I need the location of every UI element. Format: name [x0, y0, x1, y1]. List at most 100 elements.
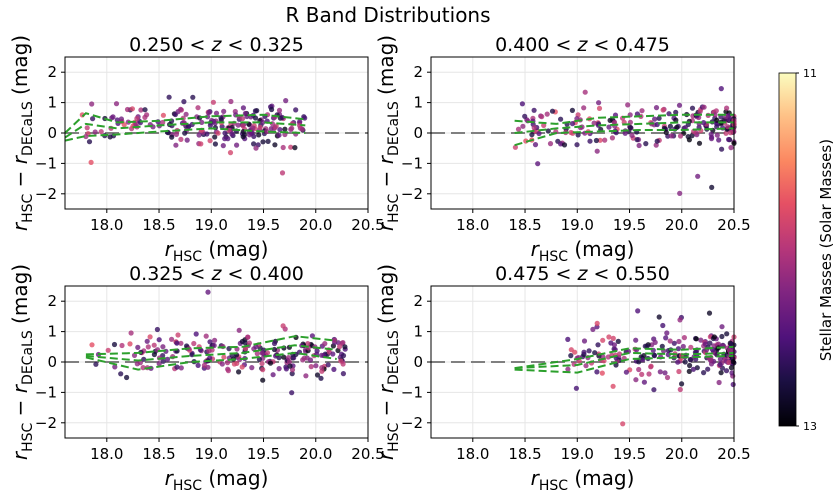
data-point [724, 105, 730, 111]
data-point [235, 122, 241, 128]
data-point [654, 138, 660, 144]
data-point [716, 379, 722, 386]
subplot-title: 0.475 < z < 0.550 [495, 263, 670, 285]
data-point [727, 130, 734, 136]
data-point [648, 363, 654, 369]
data-point [565, 336, 571, 342]
y-tick-label: −1 [35, 383, 57, 401]
data-point [558, 116, 564, 122]
data-point [714, 132, 720, 138]
data-point [656, 115, 662, 121]
data-point [250, 125, 256, 131]
data-point [331, 366, 337, 372]
data-point [330, 351, 336, 357]
data-point [88, 159, 94, 165]
colorbar: 11 13 Stellar Masses (Solar Masses) [778, 67, 835, 433]
data-point [673, 109, 679, 115]
data-point [519, 101, 526, 107]
data-point [717, 356, 724, 362]
data-point [675, 346, 682, 352]
data-point [279, 170, 286, 176]
data-point [276, 107, 283, 113]
data-point [568, 353, 574, 359]
data-point [686, 137, 693, 143]
data-point [675, 359, 681, 365]
data-point [547, 141, 554, 147]
data-point [184, 137, 190, 143]
data-point [512, 144, 519, 150]
data-point [719, 333, 725, 340]
data-point [128, 330, 134, 336]
data-point [708, 136, 715, 142]
data-point [529, 132, 535, 138]
data-point [92, 129, 98, 135]
data-point [701, 120, 707, 126]
data-point [222, 130, 228, 136]
data-point [573, 385, 580, 391]
data-point [252, 108, 258, 114]
y-tick-label: 0 [47, 124, 57, 142]
data-point [191, 340, 197, 347]
data-point [282, 126, 288, 132]
data-point [671, 340, 677, 346]
x-tick-label: 18.5 [508, 445, 541, 463]
data-point [332, 337, 338, 343]
subplot-title: 0.325 < z < 0.400 [129, 263, 304, 285]
data-point [707, 340, 713, 346]
data-point [664, 374, 671, 381]
data-point [340, 353, 347, 359]
data-point [297, 119, 303, 125]
data-point [213, 110, 220, 116]
data-point [299, 126, 305, 132]
data-point [634, 111, 641, 117]
data-point [606, 334, 612, 340]
data-point [173, 142, 179, 148]
y-tick-label: −1 [401, 383, 423, 401]
subplot-title: 0.400 < z < 0.475 [495, 34, 670, 56]
data-point [118, 371, 124, 377]
data-point [121, 122, 127, 128]
data-point [608, 340, 614, 346]
data-point [289, 367, 296, 373]
data-point [641, 379, 648, 385]
data-point [652, 116, 658, 122]
data-point [627, 125, 634, 131]
y-tick-label: 2 [413, 292, 423, 310]
data-point [651, 387, 657, 393]
data-point [322, 341, 328, 347]
y-tick-label: −2 [35, 414, 57, 432]
data-point [269, 106, 275, 113]
data-point [610, 383, 616, 389]
data-point [195, 362, 201, 368]
data-point [676, 102, 683, 108]
percentile-line-2 [514, 127, 735, 147]
data-point [141, 356, 147, 362]
data-point [174, 340, 180, 346]
data-point [212, 134, 218, 140]
data-point [319, 365, 325, 371]
data-point [264, 128, 270, 134]
data-point [535, 161, 541, 167]
percentile-line-2 [514, 354, 735, 374]
data-point [221, 108, 227, 114]
y-tick-label: 2 [47, 292, 57, 310]
subplot-2: 18.0 18.5 19.0 19.5 20.0 20.5 2 1 0 −1 −2 0.400 < z… [374, 34, 751, 265]
y-tick-label: 2 [47, 63, 57, 81]
data-point [285, 355, 292, 361]
data-point [629, 132, 635, 138]
data-point [119, 342, 125, 349]
y-tick-label: 0 [413, 353, 423, 371]
data-point [549, 108, 556, 114]
data-point [224, 360, 231, 366]
percentile-line-2 [64, 127, 306, 142]
data-point [113, 101, 120, 107]
x-axis-label: rHSC (mag) [165, 466, 269, 494]
data-point [118, 116, 124, 122]
data-point [726, 359, 732, 365]
colorbar-tick-top: 11 [803, 67, 817, 80]
data-point [164, 356, 171, 362]
data-point [105, 347, 111, 353]
data-point [558, 141, 564, 147]
subplot-3: 18.0 18.5 19.0 19.5 20.0 20.5 2 1 0 −1 −2 0.325 < z… [8, 263, 385, 494]
data-point [694, 365, 700, 371]
